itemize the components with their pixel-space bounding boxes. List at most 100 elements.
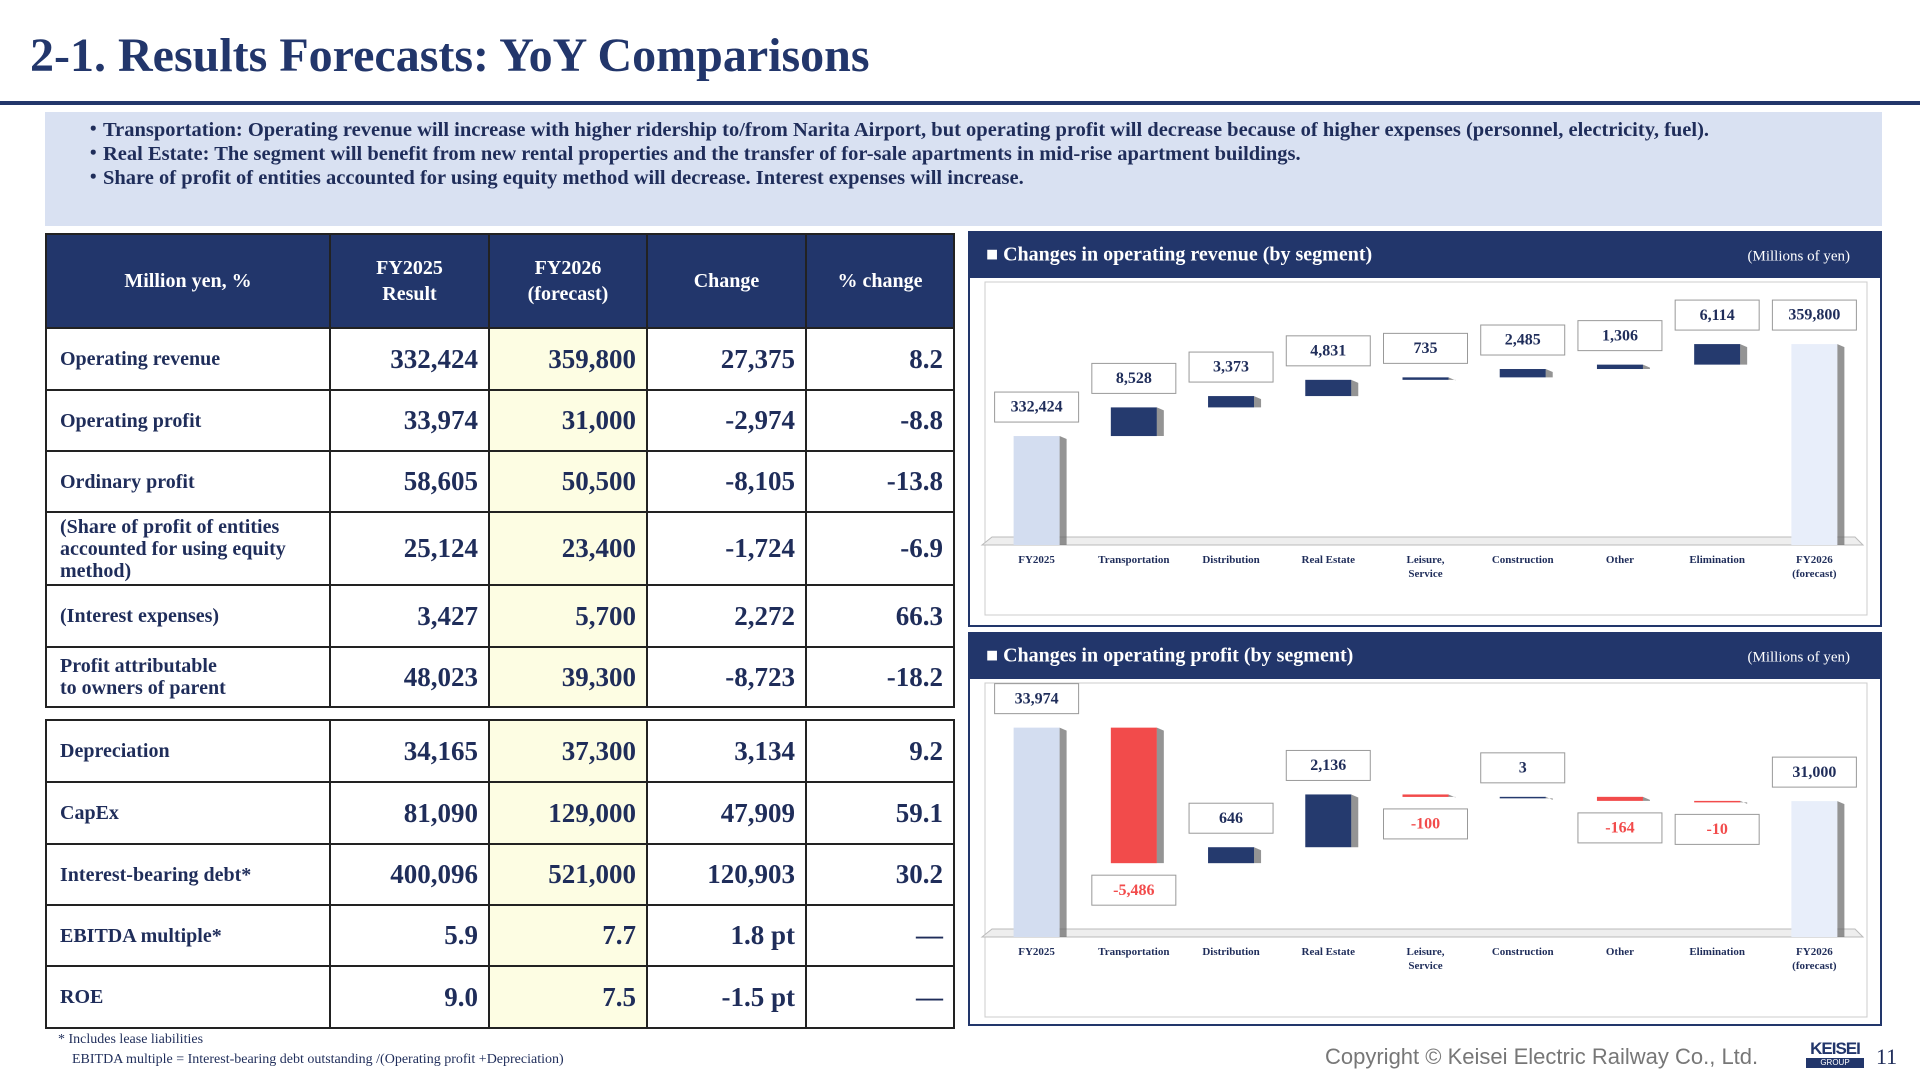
title-rule [0, 101, 1920, 105]
chart-header [969, 232, 1881, 278]
cell-value: 9.0 [329, 965, 490, 1029]
header-row: Million yen, % FY2025 Result FY2026 (forec… [45, 233, 955, 329]
bar [1791, 344, 1838, 545]
bar-side [1545, 369, 1553, 378]
bar-side [1448, 377, 1456, 381]
table-row: Profit attributable to owners of parent 4… [45, 646, 955, 708]
bar-side [1545, 796, 1553, 800]
value-label-box [1188, 351, 1274, 383]
value-label-box [1480, 752, 1566, 784]
cell-value: 7.7 [488, 904, 648, 967]
bar-side [1254, 847, 1262, 864]
bar [1499, 369, 1546, 378]
cell-value: — [805, 904, 955, 967]
row-label: Interest-bearing debt* [45, 843, 331, 906]
cell-value: 81,090 [329, 781, 490, 845]
bar [1402, 377, 1449, 380]
logo: KEISEI GROUP [1806, 1040, 1864, 1072]
bar [1305, 794, 1352, 848]
bar-side [1837, 344, 1845, 545]
logo-sub: GROUP [1806, 1058, 1864, 1068]
chart-title: ■ Changes in operating profit (by segmen… [986, 645, 1353, 667]
table-row: (Interest expenses) 3,427 5,700 2,272 66.3 [45, 584, 955, 648]
cell-value: -8.8 [805, 389, 955, 452]
bar [1110, 727, 1157, 864]
row-label: CapEx [45, 781, 331, 845]
row-label: ROE [45, 965, 331, 1029]
plot-frame [984, 682, 1868, 1018]
table-row: Depreciation 34,165 37,300 3,134 9.2 [45, 719, 955, 783]
bar-side [1059, 436, 1067, 545]
value-label-box [1771, 756, 1857, 788]
bar [1208, 396, 1255, 408]
cell-value: 33,974 [329, 389, 490, 452]
cell-value: -6.9 [805, 511, 955, 586]
value-label: -10 [1707, 821, 1728, 838]
data-table: Million yen, % FY2025 Result FY2026 (forec… [45, 233, 955, 708]
bar [1110, 407, 1157, 437]
footnote: * Includes lease liabilities [58, 1032, 204, 1047]
row-label: Ordinary profit [45, 450, 331, 513]
header-cell: Change [646, 233, 807, 329]
table-row: EBITDA multiple* 5.9 7.7 1.8 pt — [45, 904, 955, 967]
value-label-box [994, 683, 1080, 715]
value-label: 2,485 [1505, 332, 1541, 349]
cell-value: 1.8 pt [646, 904, 807, 967]
value-label: 2,136 [1310, 757, 1346, 774]
value-label: 1,306 [1602, 327, 1638, 344]
floor [980, 928, 1865, 938]
x-tick-label: Transportation [1098, 946, 1170, 958]
value-label: 33,974 [1015, 690, 1059, 707]
plot-frame [984, 281, 1868, 616]
value-label-box [1091, 874, 1177, 906]
value-label-box [1188, 802, 1274, 834]
row-label: EBITDA multiple* [45, 904, 331, 967]
value-label-box [1091, 362, 1177, 394]
cell-value: 58,605 [329, 450, 490, 513]
x-tick-label: FY2025 [1018, 554, 1055, 566]
value-label: 735 [1414, 340, 1438, 357]
bar [1499, 796, 1546, 799]
page-number: 11 [1876, 1044, 1898, 1069]
value-label: -164 [1605, 820, 1634, 837]
bar-side [1837, 801, 1845, 937]
data-table: Depreciation 34,165 37,300 3,134 9.2 CapEx 81,… [45, 719, 955, 1029]
bar [1694, 800, 1741, 803]
cell-value: -1.5 pt [646, 965, 807, 1029]
cell-value: 37,300 [488, 719, 648, 783]
value-label: 359,800 [1788, 307, 1840, 324]
cell-value: 129,000 [488, 781, 648, 845]
bar-side [1351, 379, 1359, 397]
cell-value: -2,974 [646, 389, 807, 452]
x-tick-label: Construction [1491, 554, 1554, 566]
bar-side [1059, 727, 1067, 937]
x-tick-label: Leisure, Service [1406, 946, 1445, 972]
cell-value: 66.3 [805, 584, 955, 648]
value-label-box [1285, 749, 1371, 781]
x-tick-label: FY2025 [1018, 946, 1055, 958]
bar-side [1156, 407, 1164, 437]
value-label-box [1285, 335, 1371, 367]
cell-value: 2,272 [646, 584, 807, 648]
x-tick-label: Other [1605, 554, 1634, 566]
cell-value: 25,124 [329, 511, 490, 586]
bar [1013, 727, 1060, 937]
table-row: (Share of profit of entities accounted f… [45, 511, 955, 586]
table-row: CapEx 81,090 129,000 47,909 59.1 [45, 781, 955, 845]
bar-side [1448, 794, 1456, 798]
cell-value: 5.9 [329, 904, 490, 967]
bar [1208, 847, 1255, 864]
cell-value: 3,134 [646, 719, 807, 783]
row-label: Depreciation [45, 719, 331, 783]
cell-value: -13.8 [805, 450, 955, 513]
cell-value: 47,909 [646, 781, 807, 845]
copyright: Copyright © Keisei Electric Railway Co.,… [1325, 1044, 1759, 1069]
bar-side [1740, 344, 1748, 365]
value-label-box [1674, 813, 1760, 845]
cell-value: 332,424 [329, 327, 490, 391]
cell-value: -18.2 [805, 646, 955, 708]
bar-side [1642, 364, 1650, 370]
value-label: -5,486 [1113, 882, 1154, 899]
bar-side [1740, 800, 1748, 804]
